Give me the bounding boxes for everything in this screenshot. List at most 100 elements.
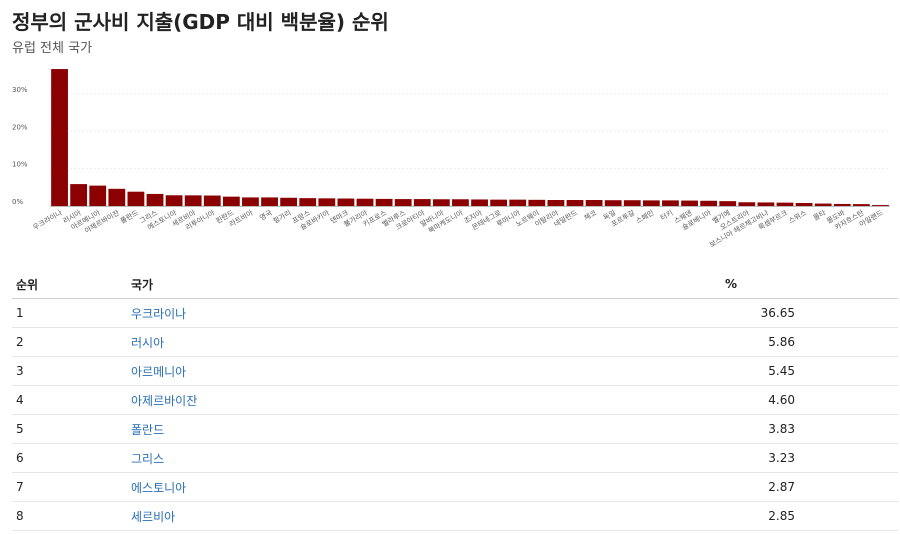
bar[interactable] — [280, 197, 298, 206]
bar[interactable] — [719, 201, 737, 206]
bar[interactable] — [222, 196, 240, 206]
percent-cell: 3.23 — [721, 443, 799, 473]
bar[interactable] — [452, 199, 469, 206]
bar[interactable] — [203, 195, 221, 206]
country-link[interactable]: 폴란드 — [131, 422, 165, 437]
page-subtitle: 유럽 전체 국가 — [12, 41, 93, 56]
spacer-column-header — [799, 270, 898, 299]
percent-cell: 2.87 — [721, 472, 799, 502]
bar[interactable] — [566, 200, 584, 206]
country-cell: 러시아 — [127, 327, 721, 357]
country-link[interactable]: 세르비아 — [131, 509, 176, 524]
country-cell: 그리스 — [127, 443, 721, 473]
rank-cell: 1 — [12, 298, 127, 328]
spacer-cell — [799, 385, 898, 415]
bar[interactable] — [642, 200, 660, 206]
x-tick-label: 몰타 — [812, 208, 828, 223]
x-tick-label: 헝가리 — [271, 208, 292, 225]
country-link[interactable]: 아제르바이잔 — [131, 393, 198, 408]
rank-cell: 2 — [12, 327, 127, 357]
bar[interactable] — [585, 200, 603, 206]
bar[interactable] — [776, 202, 794, 206]
bar-chart: 0%10%20%30%우크라이나러시아아르메니아아제르바이잔폴란드그리스에스토니… — [12, 69, 890, 249]
bar[interactable] — [757, 202, 775, 206]
bar[interactable] — [662, 200, 679, 206]
country-cell: 아제르바이잔 — [127, 385, 721, 415]
bar[interactable] — [165, 195, 183, 206]
bar[interactable] — [184, 195, 202, 206]
bar[interactable] — [547, 200, 565, 206]
spacer-cell — [799, 443, 898, 473]
y-tick-label: 20% — [12, 123, 28, 131]
percent-column-header: % — [721, 270, 799, 299]
bar[interactable] — [528, 199, 546, 206]
country-column-header: 국가 — [127, 270, 721, 299]
bar[interactable] — [852, 204, 870, 206]
bar[interactable] — [146, 193, 164, 206]
bar[interactable] — [51, 69, 68, 206]
bar[interactable] — [127, 191, 145, 206]
spacer-cell — [799, 356, 898, 386]
bar[interactable] — [108, 188, 126, 206]
bar[interactable] — [337, 198, 355, 206]
country-link[interactable]: 아르메니아 — [131, 364, 187, 379]
bar[interactable] — [413, 199, 431, 206]
table-row: 3 아르메니아 5.45 — [12, 356, 898, 386]
bar[interactable] — [509, 199, 527, 206]
spacer-cell — [799, 414, 898, 444]
bar[interactable] — [356, 198, 374, 206]
percent-cell: 36.65 — [721, 298, 799, 328]
spacer-cell — [799, 472, 898, 502]
rank-cell: 8 — [12, 501, 127, 531]
x-tick-label: 영국 — [258, 208, 274, 223]
rank-cell: 7 — [12, 472, 127, 502]
rank-cell: 5 — [12, 414, 127, 444]
country-link[interactable]: 러시아 — [131, 335, 165, 350]
country-link[interactable]: 그리스 — [131, 451, 165, 466]
y-tick-label: 10% — [12, 161, 28, 169]
bar[interactable] — [681, 200, 698, 206]
rank-cell: 6 — [12, 443, 127, 473]
bar[interactable] — [490, 199, 508, 206]
bar[interactable] — [872, 205, 889, 206]
country-cell: 폴란드 — [127, 414, 721, 444]
x-tick-label: 스위스 — [787, 209, 808, 226]
bar[interactable] — [261, 197, 278, 206]
table-row: 6 그리스 3.23 — [12, 443, 898, 473]
bar[interactable] — [242, 197, 259, 206]
bar[interactable] — [318, 198, 336, 206]
country-link[interactable]: 우크라이나 — [131, 306, 187, 321]
bar[interactable] — [299, 198, 317, 206]
country-link[interactable]: 에스토니아 — [131, 480, 187, 495]
bar[interactable] — [89, 185, 107, 206]
bar[interactable] — [700, 200, 718, 206]
bar[interactable] — [394, 199, 412, 206]
ranking-table: 순위 국가 % 1 우크라이나 36.65 2 러시아 5.86 3 아르메니아 — [12, 270, 898, 531]
percent-cell: 2.85 — [721, 501, 799, 531]
bar[interactable] — [623, 200, 641, 206]
bar[interactable] — [70, 184, 88, 206]
x-tick-label: 터키 — [659, 208, 675, 222]
bar[interactable] — [604, 200, 622, 206]
rank-cell: 4 — [12, 385, 127, 415]
table-row: 7 에스토니아 2.87 — [12, 472, 898, 502]
bar[interactable] — [795, 203, 813, 206]
table-row: 4 아제르바이잔 4.60 — [12, 385, 898, 415]
x-tick-label: 폴란드 — [119, 209, 140, 226]
percent-cell: 5.86 — [721, 327, 799, 357]
spacer-cell — [799, 327, 898, 357]
country-cell: 세르비아 — [127, 501, 721, 531]
bar[interactable] — [471, 199, 488, 206]
bar[interactable] — [375, 198, 393, 206]
bar[interactable] — [432, 199, 450, 206]
page-title: 정부의 군사비 지출(GDP 대비 백분율) 순위 — [12, 10, 389, 34]
x-tick-label: 스페인 — [634, 208, 655, 225]
bar[interactable] — [738, 202, 756, 206]
bar[interactable] — [814, 203, 832, 206]
spacer-cell — [799, 298, 898, 328]
rank-column-header: 순위 — [12, 270, 127, 299]
percent-cell: 5.45 — [721, 356, 799, 386]
table-row: 2 러시아 5.86 — [12, 327, 898, 357]
country-cell: 에스토니아 — [127, 472, 721, 502]
bar[interactable] — [833, 203, 851, 206]
